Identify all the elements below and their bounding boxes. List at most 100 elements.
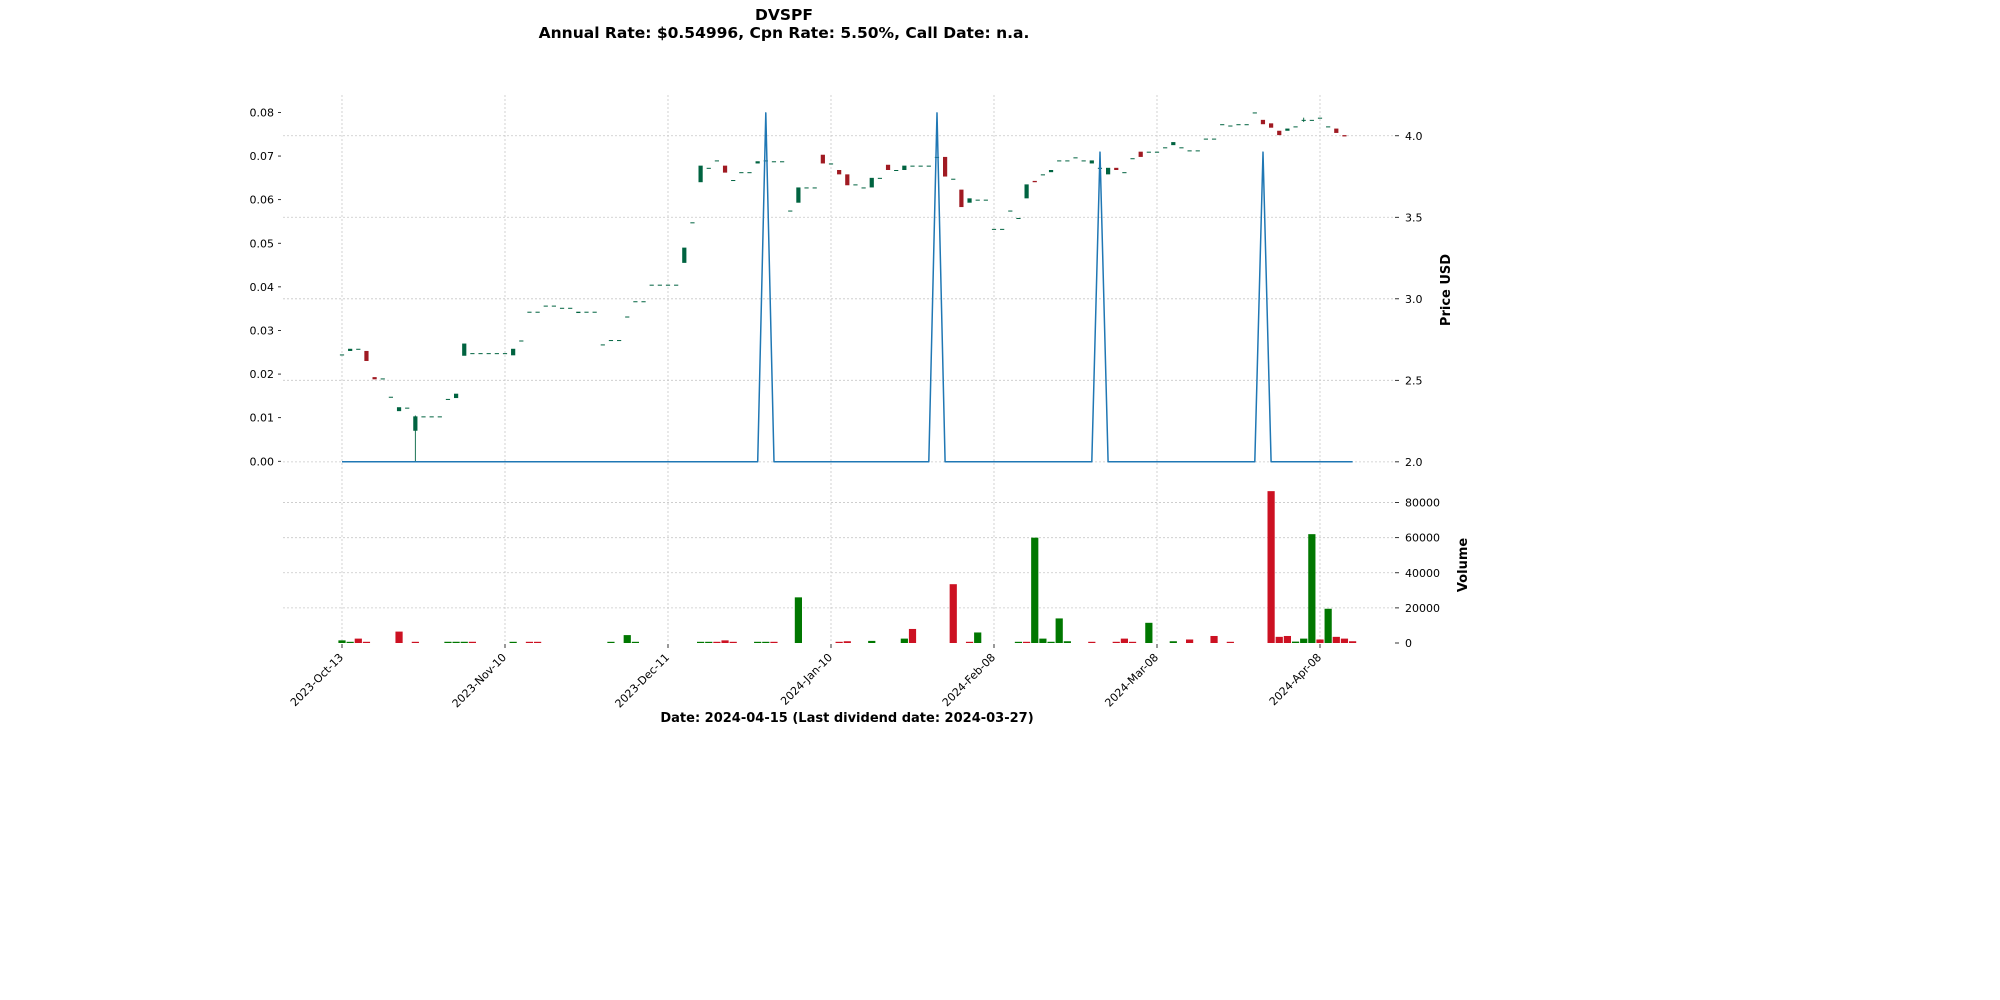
candle-body [348,348,353,351]
candle-body [486,353,491,355]
candle-body [1130,158,1135,160]
candle-body [1024,184,1029,199]
candle-body [454,393,459,399]
price-tick-label: 3.5 [1405,211,1423,224]
volume-bar [762,641,770,643]
chart-title-details: Annual Rate: $0.54996, Cpn Rate: 5.50%, … [538,24,1030,42]
volume-bar [631,641,639,643]
volume-bar [525,641,534,643]
volume-bar [338,640,346,643]
y-tick-label: 0.07 [250,150,275,163]
candle-body [1073,157,1078,159]
candle-body [527,311,532,313]
candle-body [494,353,499,355]
volume-bar [607,641,615,643]
candle-body [788,210,793,212]
candle-body [1326,126,1331,128]
candle-body [1089,160,1094,164]
candle-body [845,174,850,186]
volume-bar [354,638,362,643]
candle-body [600,344,605,346]
candle-body [608,340,614,342]
candle-body [902,165,907,170]
candle-body [1000,228,1005,230]
candle-body [682,247,687,263]
candle-body [1309,119,1314,121]
candle-body [519,340,524,342]
volume-bar [843,641,851,643]
volume-bar [1145,622,1153,643]
candle-body [1032,180,1037,183]
volume-bar [770,641,778,643]
volume-bar [1031,537,1039,643]
candle-body [731,180,736,182]
candle-body [796,187,801,203]
x-tick-label: 2024-Feb-08 [940,651,998,709]
candle-body [380,378,385,380]
x-tick-label: 2023-Oct-13 [288,651,346,709]
candle-body [1334,128,1339,133]
candle-body [1260,119,1266,125]
candle-body [894,170,899,171]
candle-body [470,353,475,355]
chart-title-ticker: DVSPF [755,6,813,24]
candle-body [429,416,434,418]
candle-body [356,348,361,350]
candle-body [657,284,662,286]
volume-bar [362,641,371,643]
candle-body [869,177,874,188]
y-tick-label: 0.03 [250,324,275,337]
candle-body [812,187,817,189]
candle-body [739,172,744,174]
volume-bar [460,641,468,643]
volume-bar [623,635,631,643]
x-tick-label: 2024-Apr-08 [1267,651,1324,708]
candle-body [625,316,630,318]
candle-body [478,353,483,355]
candle-body [445,398,451,400]
y-tick-label: 0.05 [250,237,275,250]
volume-bar [900,638,908,643]
candle-body [1317,117,1323,119]
volume-bar [908,628,917,643]
candle-body [1081,160,1086,162]
candle-body [780,161,785,163]
candle-body [1269,123,1274,128]
candle-body [1171,142,1176,146]
volume-bar [444,641,452,643]
volume-bar [697,641,705,643]
y-tick-label: 0.06 [250,194,275,207]
candle-body [617,340,622,342]
volume-bar [1210,635,1218,643]
candle-body [771,161,777,163]
volume-bar [1275,636,1283,643]
volume-bar [534,641,542,643]
volume-bar [1340,638,1349,643]
candle-body [755,161,760,164]
candle-body [828,163,834,165]
candle-body [1138,151,1143,157]
candle-body [543,305,548,307]
volume-bar [705,641,713,643]
volume-bar [1063,641,1071,643]
candle-body [1301,119,1306,121]
candle-body [1040,174,1045,176]
candle-body [934,156,940,158]
candle-body [405,407,410,409]
candle-body [1048,170,1054,173]
candle-body [763,160,768,162]
volume-bar [509,641,517,643]
candle-body [437,416,442,418]
volume-bar [1186,639,1194,643]
volume-bar [1039,638,1047,643]
candle-body [1106,167,1111,175]
volume-tick-label: 20000 [1405,602,1440,615]
volume-bar [468,641,476,643]
candle-body [1057,160,1062,162]
volume-bar [1047,641,1055,643]
candle-body [959,189,964,208]
volume-bar [835,641,843,643]
candlesticks [339,112,1347,462]
candle-body [877,177,882,179]
volume-tick-label: 80000 [1405,497,1440,510]
